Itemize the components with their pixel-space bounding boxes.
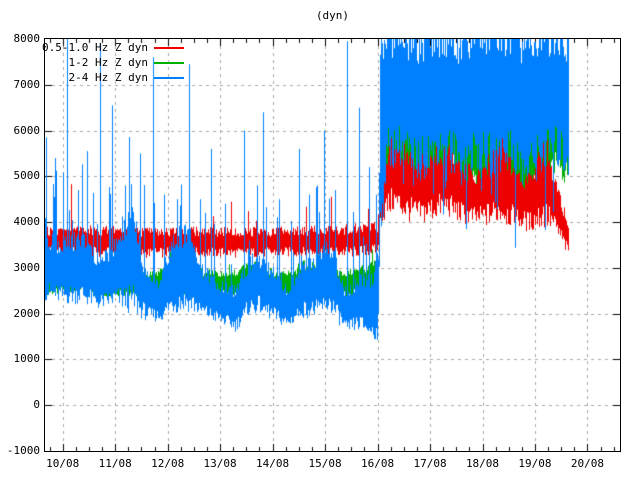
x-tick-label: 11/08 bbox=[98, 457, 132, 470]
y-tick-label: 8000 bbox=[13, 32, 41, 45]
legend-entry: 1-2 Hz Z dyn bbox=[44, 55, 184, 70]
x-tick-label: 19/08 bbox=[518, 457, 552, 470]
x-tick-label: 17/08 bbox=[413, 457, 447, 470]
y-tick-label: 7000 bbox=[13, 77, 41, 91]
plot-canvas bbox=[45, 39, 620, 451]
x-tick-label: 20/08 bbox=[570, 457, 605, 470]
x-tick-label: 15/08 bbox=[308, 457, 342, 470]
legend-line-sample-red bbox=[154, 46, 184, 49]
x-tick-label: 18/08 bbox=[465, 457, 500, 470]
x-tick-label: 16/08 bbox=[360, 457, 395, 470]
y-tick-label: 6000 bbox=[13, 123, 41, 137]
x-tick-label: 12/08 bbox=[151, 457, 185, 470]
legend-entry: 0.5-1.0 Hz Z dyn bbox=[42, 40, 184, 55]
y-tick-label: 5000 bbox=[13, 169, 41, 183]
legend-label: 2-4 Hz Z dyn bbox=[68, 71, 148, 84]
y-tick-label: 0 bbox=[33, 398, 40, 412]
y-tick-label: 2000 bbox=[13, 306, 41, 320]
legend-label: 1-2 Hz Z dyn bbox=[68, 56, 148, 69]
y-tick-label: 3000 bbox=[13, 260, 41, 274]
y-tick-label: -1000 bbox=[6, 444, 40, 457]
y-tick-label: 1000 bbox=[13, 352, 41, 366]
plot-border bbox=[44, 38, 621, 452]
legend: 0.5-1.0 Hz Z dyn 1-2 Hz Z dyn 2-4 Hz Z d… bbox=[42, 40, 184, 85]
legend-entry: 2-4 Hz Z dyn bbox=[44, 70, 184, 85]
legend-label: 0.5-1.0 Hz Z dyn bbox=[42, 41, 148, 54]
y-tick-label: 4000 bbox=[13, 215, 41, 229]
legend-line-sample-blue bbox=[154, 76, 184, 79]
x-tick-label: 14/08 bbox=[256, 457, 290, 470]
legend-line-sample-green bbox=[154, 61, 184, 64]
x-tick-label: 10/08 bbox=[46, 457, 80, 470]
chart-title: (dyn) bbox=[315, 9, 350, 22]
x-tick-label: 13/08 bbox=[203, 457, 237, 470]
